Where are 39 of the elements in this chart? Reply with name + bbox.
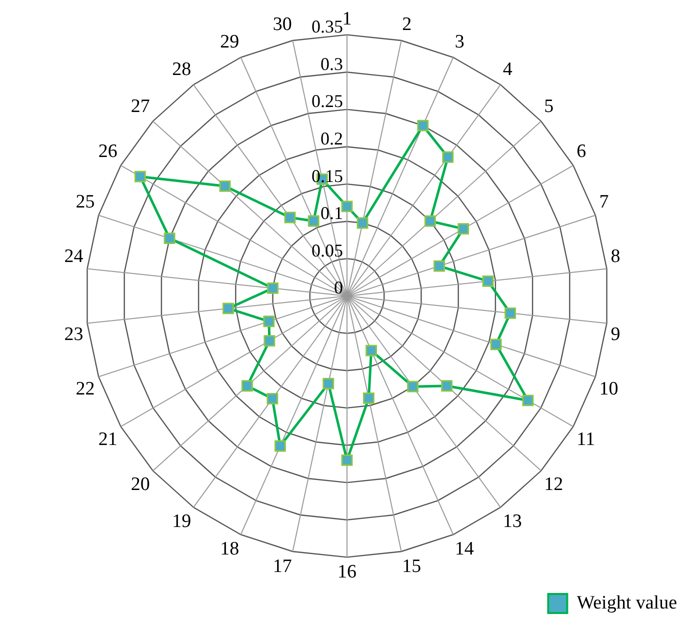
spoke-label: 21 (98, 428, 118, 450)
spoke-label: 7 (599, 192, 609, 213)
spoke-label: 5 (544, 96, 554, 118)
y-tick-label: 0.15 (312, 166, 343, 186)
spoke-label: 22 (76, 378, 95, 400)
spoke-label: 11 (576, 428, 595, 450)
spoke-label: 20 (130, 474, 150, 495)
spoke-label: 13 (502, 510, 522, 532)
spoke-label: 15 (402, 556, 422, 577)
spoke-label: 10 (599, 378, 618, 400)
spoke-label: 29 (220, 31, 240, 52)
y-tick-label: 0 (334, 278, 343, 298)
spoke-label: 19 (172, 510, 192, 532)
spoke-label: 2 (402, 14, 412, 36)
y-tick-label: 0.1 (320, 203, 343, 224)
spoke-label: 6 (576, 140, 586, 162)
spoke-label: 30 (272, 14, 292, 36)
spoke-label: 27 (130, 96, 150, 118)
spoke-label: 14 (454, 538, 474, 560)
spoke-label: 25 (76, 192, 95, 213)
spoke-label: 9 (610, 324, 620, 346)
spoke-label: 23 (64, 324, 84, 346)
spoke-label: 1 (342, 8, 352, 30)
y-tick-label: 0.3 (320, 54, 343, 74)
spoke-label: 24 (64, 246, 84, 267)
y-tick-label: 0.25 (312, 91, 343, 112)
y-tick-label: 0.2 (320, 128, 343, 148)
spoke-label: 12 (544, 474, 564, 495)
spoke-label: 17 (272, 556, 292, 577)
spoke-label: 26 (98, 140, 118, 162)
spoke-label: 28 (172, 59, 192, 80)
spoke-label: 4 (502, 59, 513, 80)
y-tick-label: 0.05 (312, 240, 343, 260)
spoke-label: 3 (454, 31, 464, 52)
spoke-label: 16 (338, 562, 356, 583)
spoke-label: 8 (610, 246, 620, 267)
spoke-label: 18 (220, 538, 240, 560)
legend-label: Weight value (576, 592, 678, 614)
y-tick-label: 0.35 (312, 16, 343, 37)
